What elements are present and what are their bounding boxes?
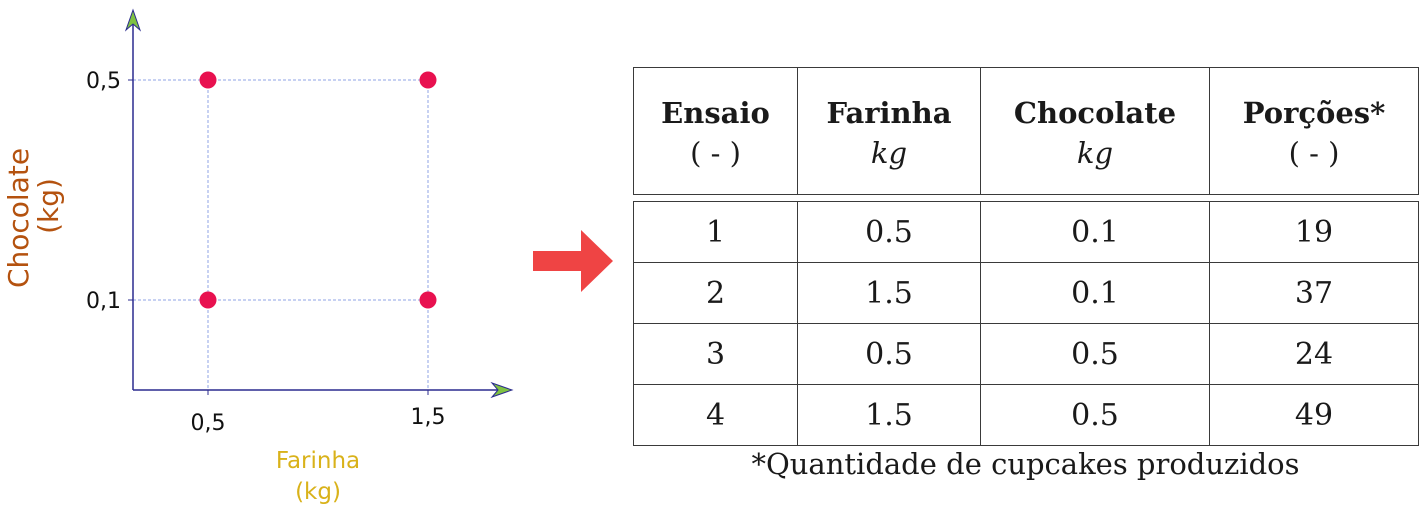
cell-farinha: 0.5: [798, 202, 981, 263]
x-axis-title: Farinha: [276, 448, 360, 474]
header-porcoes: Porções*: [1210, 68, 1419, 135]
x-axis-unit: (kg): [295, 479, 341, 505]
y-tick-label: 0,1: [86, 289, 121, 314]
cell-ensaio: 2: [634, 263, 798, 324]
cell-ensaio: 1: [634, 202, 798, 263]
design-point: [200, 72, 217, 89]
header-chocolate: Chocolate: [981, 68, 1210, 135]
cell-ensaio: 3: [634, 324, 798, 385]
design-points: [200, 72, 437, 309]
unit-ensaio: ( - ): [634, 134, 798, 195]
header-farinha: Farinha: [798, 68, 981, 135]
design-point: [420, 292, 437, 309]
cell-farinha: 1.5: [798, 263, 981, 324]
y-tick-label: 0,5: [86, 69, 121, 94]
axes: [126, 10, 512, 397]
table-units-row: ( - ) kg kg ( - ): [634, 134, 1419, 195]
table-row: 1 0.5 0.1 19: [634, 202, 1419, 263]
table-row: 2 1.5 0.1 37: [634, 263, 1419, 324]
cell-farinha: 0.5: [798, 324, 981, 385]
table-header-row: Ensaio Farinha Chocolate Porções*: [634, 68, 1419, 135]
table-footnote: *Quantidade de cupcakes produzidos: [633, 447, 1418, 481]
y-axis-unit: (kg): [32, 178, 65, 234]
tick-labels: 0,5 1,5 0,5 0,1: [86, 69, 446, 436]
x-tick-label: 1,5: [411, 405, 446, 430]
cell-chocolate: 0.5: [981, 385, 1210, 446]
results-table: Ensaio Farinha Chocolate Porções* ( - ) …: [633, 67, 1419, 446]
unit-porcoes: ( - ): [1210, 134, 1419, 195]
cell-porcoes: 24: [1210, 324, 1419, 385]
cell-farinha: 1.5: [798, 385, 981, 446]
table-separator: [634, 195, 1419, 202]
right-arrow-icon: [533, 230, 613, 292]
design-point: [420, 72, 437, 89]
cell-chocolate: 0.1: [981, 202, 1210, 263]
unit-farinha: kg: [798, 134, 981, 195]
table-row: 3 0.5 0.5 24: [634, 324, 1419, 385]
cell-ensaio: 4: [634, 385, 798, 446]
cell-porcoes: 37: [1210, 263, 1419, 324]
cell-porcoes: 19: [1210, 202, 1419, 263]
unit-chocolate: kg: [981, 134, 1210, 195]
y-axis-title: Chocolate: [2, 148, 35, 288]
cell-porcoes: 49: [1210, 385, 1419, 446]
design-point: [200, 292, 217, 309]
cell-chocolate: 0.1: [981, 263, 1210, 324]
header-ensaio: Ensaio: [634, 68, 798, 135]
table-row: 4 1.5 0.5 49: [634, 385, 1419, 446]
x-tick-label: 0,5: [191, 411, 226, 436]
grid-lines: [133, 80, 428, 390]
cell-chocolate: 0.5: [981, 324, 1210, 385]
